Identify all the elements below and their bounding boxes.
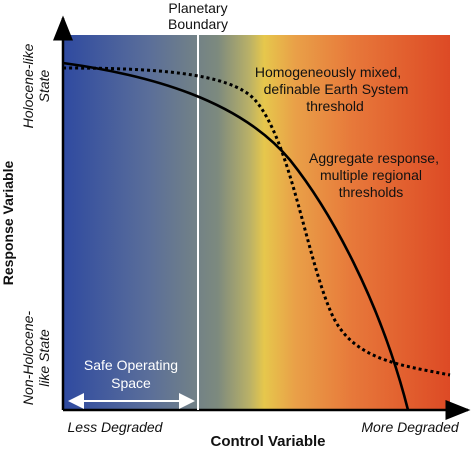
less-degraded-label: Less Degraded xyxy=(68,419,164,435)
planetary-boundary-label-1: Planetary xyxy=(168,0,227,16)
x-axis-label: Control Variable xyxy=(210,433,325,450)
non-holocene-state-label-1: Non-Holocene- xyxy=(20,311,36,405)
planetary-boundary-label-2: Boundary xyxy=(168,16,228,32)
homogeneous-threshold-curve xyxy=(62,66,451,377)
homogeneous-label-1: Homogeneously mixed, xyxy=(255,64,401,80)
aggregate-label-2: multiple regional xyxy=(320,167,422,183)
holocene-state-label-1: Holocene-like xyxy=(20,43,36,128)
holocene-state-label-2: State xyxy=(36,69,52,102)
safe-operating-label-1: Safe Operating xyxy=(84,357,178,373)
non-holocene-state-label-2: like State xyxy=(36,329,52,387)
gradient-background xyxy=(63,35,450,410)
safe-operating-label-2: Space xyxy=(111,375,151,391)
y-axis-label: Response Variable xyxy=(0,161,16,286)
homogeneous-label-3: threshold xyxy=(306,98,364,114)
more-degraded-label: More Degraded xyxy=(361,419,459,435)
aggregate-response-curve xyxy=(62,61,410,411)
homogeneous-label-2: definable Earth System xyxy=(264,81,409,97)
aggregate-label-1: Aggregate response, xyxy=(309,150,439,166)
aggregate-label-3: thresholds xyxy=(339,184,404,200)
